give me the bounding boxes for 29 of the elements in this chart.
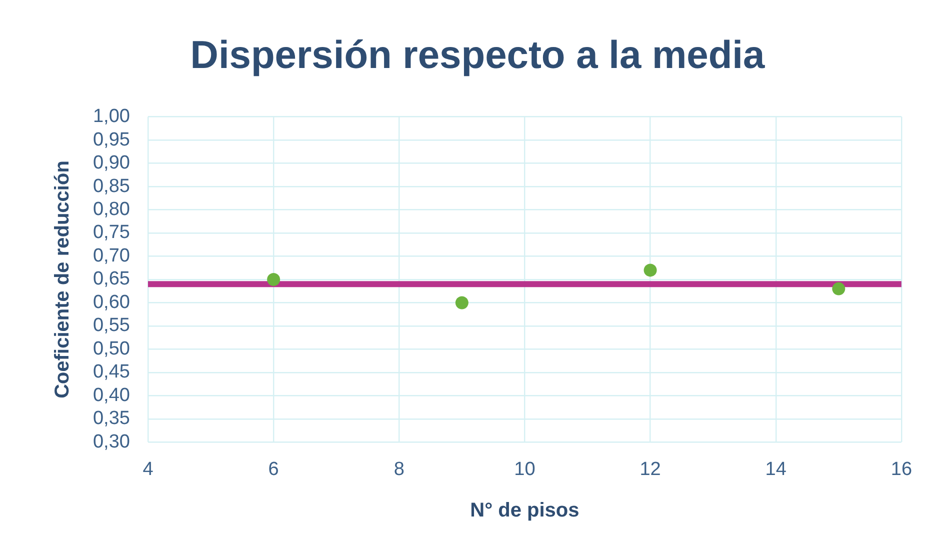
y-tick-label: 0,85 bbox=[92, 176, 130, 197]
x-tick-label: 10 bbox=[514, 458, 536, 480]
x-tick-label: 6 bbox=[268, 458, 279, 480]
y-tick-label: 0,55 bbox=[92, 315, 130, 336]
y-tick-label: 0,50 bbox=[92, 338, 130, 360]
x-tick-label: 14 bbox=[765, 458, 787, 480]
y-tick-label: 0,40 bbox=[92, 384, 130, 406]
y-tick-label: 0,90 bbox=[92, 152, 130, 174]
x-axis-title: N° de pisos bbox=[470, 500, 580, 522]
y-tick-label: 1,00 bbox=[92, 106, 130, 128]
y-tick-label: 0,60 bbox=[92, 292, 130, 313]
y-tick-label: 0,65 bbox=[92, 268, 130, 290]
x-tick-label: 12 bbox=[640, 458, 661, 480]
y-tick-label: 0,70 bbox=[92, 245, 130, 266]
y-tick-label: 0,35 bbox=[92, 408, 130, 430]
chart-title: Dispersión respecto a la media bbox=[190, 34, 765, 78]
point bbox=[267, 273, 280, 286]
point bbox=[455, 296, 468, 310]
x-tick-label: 8 bbox=[394, 458, 404, 480]
y-tick-label: 0,75 bbox=[92, 222, 130, 244]
y-tick-label: 0,80 bbox=[92, 199, 130, 220]
point bbox=[644, 264, 657, 277]
y-tick-label: 0,45 bbox=[92, 362, 130, 383]
x-tick-label: 16 bbox=[890, 458, 912, 480]
y-axis-title: Coeficiente de reducción bbox=[52, 160, 74, 398]
x-tick-label: 4 bbox=[142, 458, 154, 480]
y-tick-label: 0,95 bbox=[92, 129, 130, 150]
point bbox=[832, 282, 846, 296]
y-tick-label: 0,30 bbox=[92, 431, 130, 452]
